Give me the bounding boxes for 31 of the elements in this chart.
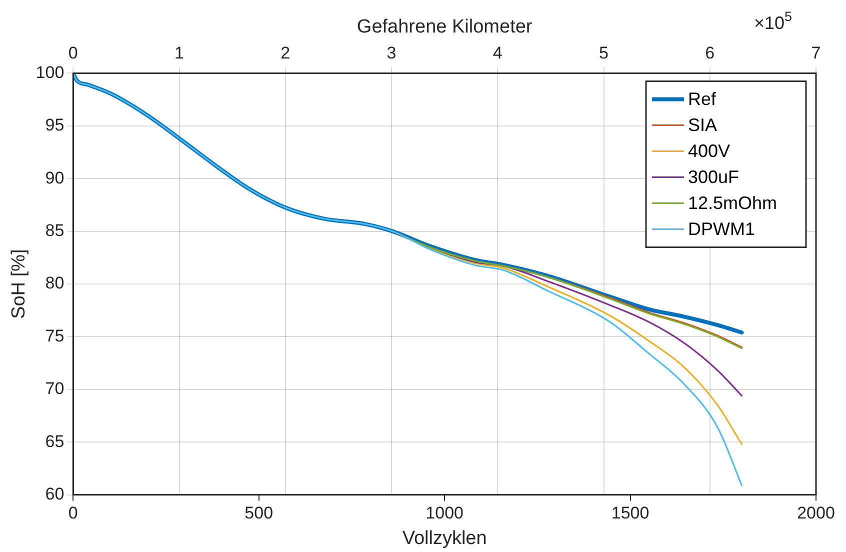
y-tick-label: 65 <box>45 432 64 451</box>
legend-label: 400V <box>688 141 730 162</box>
legend-label: DPWM1 <box>688 219 755 240</box>
x2-axis-title: Gefahrene Kilometer <box>356 16 533 38</box>
y-tick-label: 100 <box>36 62 64 82</box>
y-tick-label: 85 <box>45 220 64 240</box>
y-tick-label: 70 <box>45 379 64 398</box>
x-tick-label: 2000 <box>797 504 835 523</box>
x2-tick-label: 4 <box>492 44 502 63</box>
x2-tick-label: 1 <box>174 44 184 63</box>
y-tick-label: 95 <box>45 116 64 135</box>
x-tick-label: 1500 <box>611 504 650 523</box>
x2-tick-label: 3 <box>386 44 396 63</box>
x-tick-label: 1000 <box>426 504 464 523</box>
x2-tick-label: 7 <box>811 44 821 63</box>
x-axis-title: Vollzyklen <box>402 528 487 549</box>
legend-label: Ref <box>688 89 718 110</box>
y-tick-label: 75 <box>45 326 64 346</box>
legend-label: 12.5mOhm <box>688 193 778 214</box>
x2-tick-label: 6 <box>705 44 715 63</box>
y-tick-label: 80 <box>45 274 64 293</box>
legend-label: SIA <box>688 115 718 136</box>
x-tick-label: 0 <box>68 504 78 523</box>
x-tick-label: 500 <box>244 504 274 523</box>
x2-tick-label: 5 <box>599 44 608 63</box>
y-tick-label: 60 <box>45 484 64 504</box>
y-tick-label: 90 <box>45 168 64 188</box>
legend-label: 300uF <box>688 167 740 188</box>
y-axis-title: SoH [%] <box>8 249 30 319</box>
x2-tick-label: 0 <box>68 44 78 63</box>
x2-tick-label: 2 <box>280 44 290 63</box>
